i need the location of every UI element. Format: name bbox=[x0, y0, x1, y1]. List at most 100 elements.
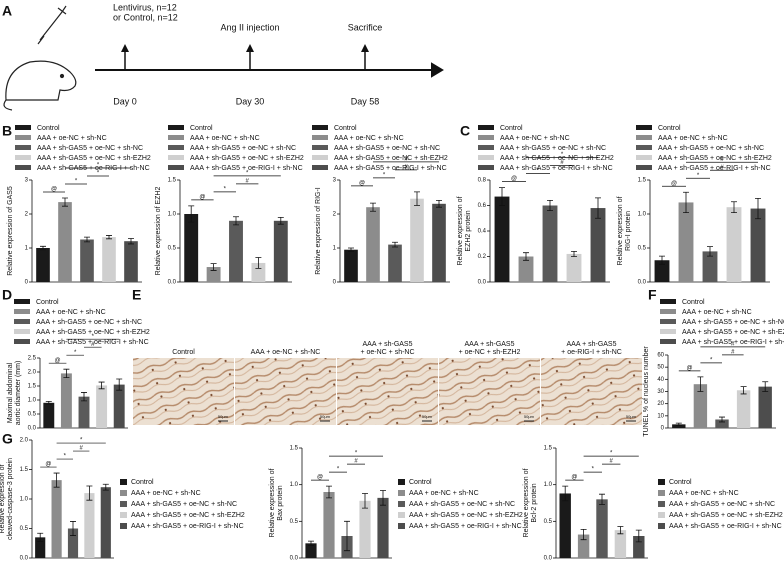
error-bar bbox=[762, 381, 769, 392]
error-bar bbox=[344, 520, 350, 552]
legend-label: AAA + sh-GAS5 + oe-NC + sh-EZH2 bbox=[334, 155, 448, 162]
significance-marker: @ bbox=[511, 176, 517, 182]
legend-label: AAA + sh-GAS5 + oe-RIG-I + sh-NC bbox=[682, 339, 784, 346]
legend-label: Control bbox=[409, 479, 432, 486]
legend-swatch bbox=[14, 309, 30, 314]
bar bbox=[715, 419, 729, 428]
legend-swatch bbox=[120, 512, 127, 518]
image-label: + oe-NC + sh-NC bbox=[360, 349, 414, 356]
legend-swatch bbox=[636, 145, 652, 150]
y-tick-label: 1.0 bbox=[290, 482, 299, 488]
error-bar bbox=[755, 197, 761, 220]
bar bbox=[678, 202, 694, 282]
bar bbox=[60, 373, 72, 428]
y-axis-label: Relative expression of EZH2 bbox=[155, 187, 162, 276]
image-label: + oe-NC + sh-EZH2 bbox=[459, 349, 521, 356]
significance-marker: * bbox=[97, 163, 100, 169]
significance-marker: @ bbox=[55, 358, 61, 364]
legend-label: AAA + sh-GAS5 + oe-NC + sh-EZH2 bbox=[500, 155, 614, 162]
y-tick-label: 0 bbox=[333, 280, 337, 286]
error-bar bbox=[348, 247, 354, 252]
legend-label: AAA + sh-GAS5 + oe-NC + sh-NC bbox=[658, 145, 764, 152]
y-tick-label: 0.0 bbox=[168, 280, 177, 286]
panel-letter: G bbox=[2, 431, 13, 447]
bar bbox=[693, 384, 708, 428]
bar bbox=[43, 402, 55, 428]
significance-marker: @ bbox=[571, 475, 577, 481]
legend-swatch bbox=[398, 490, 405, 496]
significance-marker: @ bbox=[45, 462, 51, 468]
bar bbox=[67, 528, 79, 558]
legend-swatch bbox=[168, 125, 184, 130]
legend-swatch bbox=[312, 145, 328, 150]
y-axis-label: Relative expression of bbox=[269, 469, 276, 538]
panel-letter: A bbox=[2, 3, 12, 19]
error-bar bbox=[414, 191, 420, 206]
error-bar bbox=[210, 263, 217, 271]
scale-bar-label: 50μm bbox=[626, 414, 637, 419]
significance-marker: # bbox=[354, 459, 358, 465]
image-label: AAA + sh-GAS5 bbox=[465, 341, 515, 348]
timeline-arrowhead bbox=[361, 44, 369, 52]
histology-image bbox=[133, 358, 234, 425]
y-tick-label: 0.5 bbox=[168, 246, 177, 252]
error-bar bbox=[370, 202, 376, 212]
error-bar bbox=[362, 493, 368, 509]
legend-label: AAA + sh-GAS5 + oe-NC + sh-NC bbox=[131, 501, 237, 508]
legend-swatch bbox=[312, 155, 328, 160]
significance-marker: @ bbox=[359, 180, 365, 186]
legend-label: Control bbox=[131, 479, 154, 486]
error-bar bbox=[523, 252, 529, 261]
legend-label: Control bbox=[658, 125, 681, 132]
legend-label: AAA + sh-GAS5 + oe-NC + sh-NC bbox=[409, 501, 515, 508]
legend-label: AAA + sh-GAS5 + oe-NC + sh-EZH2 bbox=[409, 512, 523, 519]
y-axis-label: Relative expression of bbox=[457, 197, 464, 266]
bar bbox=[184, 214, 199, 282]
bar bbox=[96, 385, 108, 428]
legend-swatch bbox=[14, 339, 30, 344]
timeline-day: Day 30 bbox=[236, 96, 265, 106]
y-tick-label: 0.0 bbox=[290, 556, 299, 562]
significance-marker: * bbox=[92, 334, 95, 340]
mouse-icon bbox=[3, 5, 77, 111]
image-label: AAA + sh-GAS5 bbox=[363, 341, 413, 348]
bar bbox=[750, 208, 766, 282]
y-tick-label: 40 bbox=[657, 377, 664, 383]
legend-label: AAA + oe-NC + sh-NC bbox=[409, 490, 479, 497]
y-tick-label: 0.5 bbox=[544, 519, 553, 525]
y-tick-label: 3 bbox=[25, 178, 29, 184]
legend-swatch bbox=[15, 135, 31, 140]
y-tick-label: 1.5 bbox=[20, 467, 29, 473]
legend-label: Control bbox=[669, 479, 692, 486]
legend-swatch bbox=[636, 135, 652, 140]
y-tick-label: 2.0 bbox=[28, 370, 37, 376]
legend-label: Control bbox=[190, 125, 213, 132]
y-tick-label: 1.0 bbox=[638, 212, 647, 218]
legend-label: AAA + sh-GAS5 + oe-NC + sh-EZH2 bbox=[682, 329, 784, 336]
significance-marker: @ bbox=[317, 475, 323, 481]
bar bbox=[344, 249, 358, 282]
bar bbox=[124, 241, 138, 282]
scale-bar-label: 50μm bbox=[524, 414, 535, 419]
image-label: AAA + sh-GAS5 bbox=[567, 341, 617, 348]
y-tick-label: 2.0 bbox=[20, 438, 29, 444]
y-tick-label: 60 bbox=[657, 353, 664, 359]
bar bbox=[78, 396, 90, 428]
bar bbox=[251, 262, 266, 282]
error-bar bbox=[84, 236, 90, 243]
legend-swatch bbox=[14, 319, 30, 324]
legend-label: Control bbox=[37, 125, 60, 132]
legend-swatch bbox=[15, 165, 31, 170]
bar bbox=[273, 220, 288, 282]
legend-swatch bbox=[14, 329, 30, 334]
significance-marker: * bbox=[80, 438, 83, 444]
bar bbox=[494, 196, 510, 282]
bar bbox=[432, 203, 446, 282]
y-axis-label: Relative expression of GAS5 bbox=[7, 186, 14, 276]
y-tick-label: 1.5 bbox=[290, 446, 299, 452]
bar bbox=[614, 530, 627, 558]
legend-label: AAA + sh-GAS5 + oe-NC + sh-NC bbox=[500, 145, 606, 152]
panel-letter: C bbox=[460, 123, 470, 139]
